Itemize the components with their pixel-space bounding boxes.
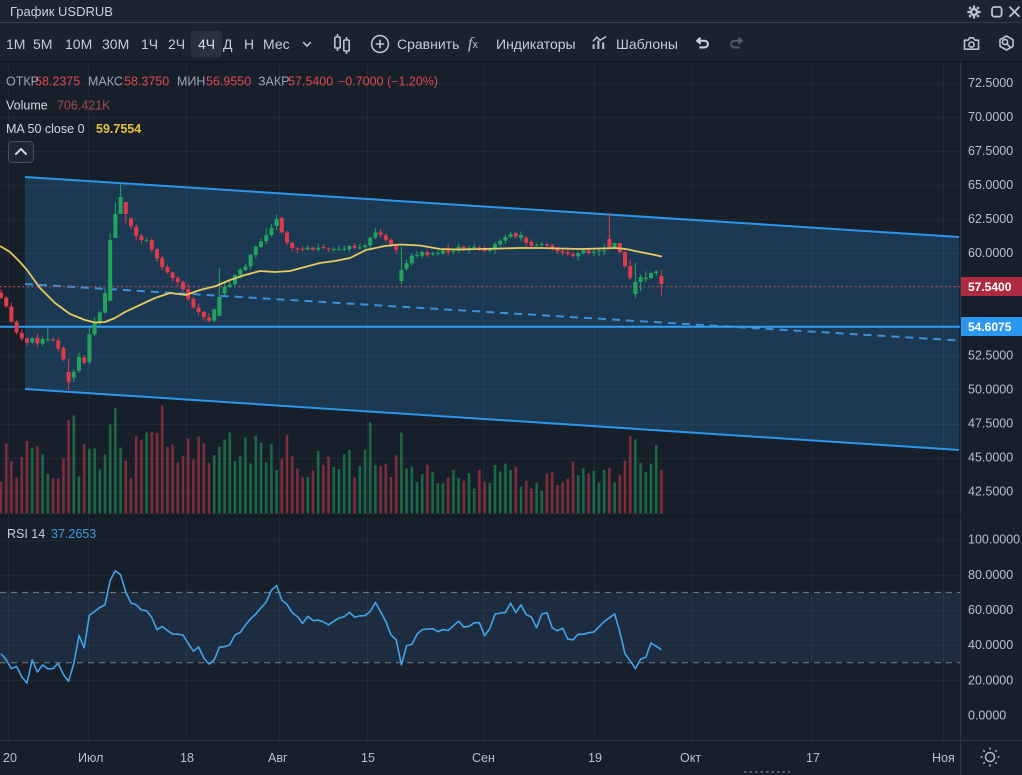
svg-text:20: 20: [3, 751, 17, 765]
svg-text:57.5400: 57.5400: [968, 280, 1012, 294]
svg-text:Июл: Июл: [78, 751, 103, 765]
svg-text:МАКС: МАКС: [88, 75, 123, 89]
svg-text:ОТКР: ОТКР: [6, 75, 39, 89]
svg-text:60.0000: 60.0000: [968, 603, 1013, 617]
svg-text:17: 17: [806, 751, 820, 765]
svg-text:ЗАКР: ЗАКР: [258, 75, 290, 89]
svg-text:40.0000: 40.0000: [968, 638, 1013, 652]
svg-text:Volume: Volume: [6, 99, 48, 113]
svg-text:МИН: МИН: [177, 75, 205, 89]
svg-text:706.421K: 706.421K: [57, 99, 111, 113]
svg-text:20.0000: 20.0000: [968, 673, 1013, 687]
svg-text:Ноя: Ноя: [932, 751, 955, 765]
svg-text:65.0000: 65.0000: [968, 178, 1013, 192]
svg-text:58.3750: 58.3750: [124, 75, 169, 89]
svg-text:59.7554: 59.7554: [96, 122, 141, 136]
svg-text:80.0000: 80.0000: [968, 568, 1013, 582]
svg-text:100.0000: 100.0000: [968, 533, 1020, 547]
svg-text:Сен: Сен: [472, 751, 495, 765]
svg-text:45.0000: 45.0000: [968, 451, 1013, 465]
svg-text:62.5000: 62.5000: [968, 212, 1013, 226]
svg-text:67.5000: 67.5000: [968, 144, 1013, 158]
svg-text:50.0000: 50.0000: [968, 382, 1013, 396]
svg-text:47.5000: 47.5000: [968, 417, 1013, 431]
svg-text:54.6075: 54.6075: [968, 320, 1012, 334]
svg-text:42.5000: 42.5000: [968, 485, 1013, 499]
svg-text:72.5000: 72.5000: [968, 76, 1013, 90]
svg-text:37.2653: 37.2653: [51, 527, 96, 541]
svg-text:−0.7000 (−1.20%): −0.7000 (−1.20%): [338, 75, 438, 89]
svg-text:0.0000: 0.0000: [968, 708, 1006, 722]
svg-text:70.0000: 70.0000: [968, 110, 1013, 124]
svg-text:19: 19: [588, 751, 602, 765]
svg-text:18: 18: [180, 751, 194, 765]
svg-text:57.5400: 57.5400: [288, 75, 333, 89]
svg-text:Авг: Авг: [268, 751, 288, 765]
svg-text:58.2375: 58.2375: [35, 75, 80, 89]
svg-text:56.9550: 56.9550: [206, 75, 251, 89]
svg-text:15: 15: [361, 751, 375, 765]
svg-text:52.5000: 52.5000: [968, 348, 1013, 362]
svg-text:MA 50 close 0: MA 50 close 0: [6, 122, 85, 136]
svg-text:60.0000: 60.0000: [968, 246, 1013, 260]
svg-text:Окт: Окт: [680, 751, 701, 765]
svg-text:RSI 14: RSI 14: [7, 527, 45, 541]
